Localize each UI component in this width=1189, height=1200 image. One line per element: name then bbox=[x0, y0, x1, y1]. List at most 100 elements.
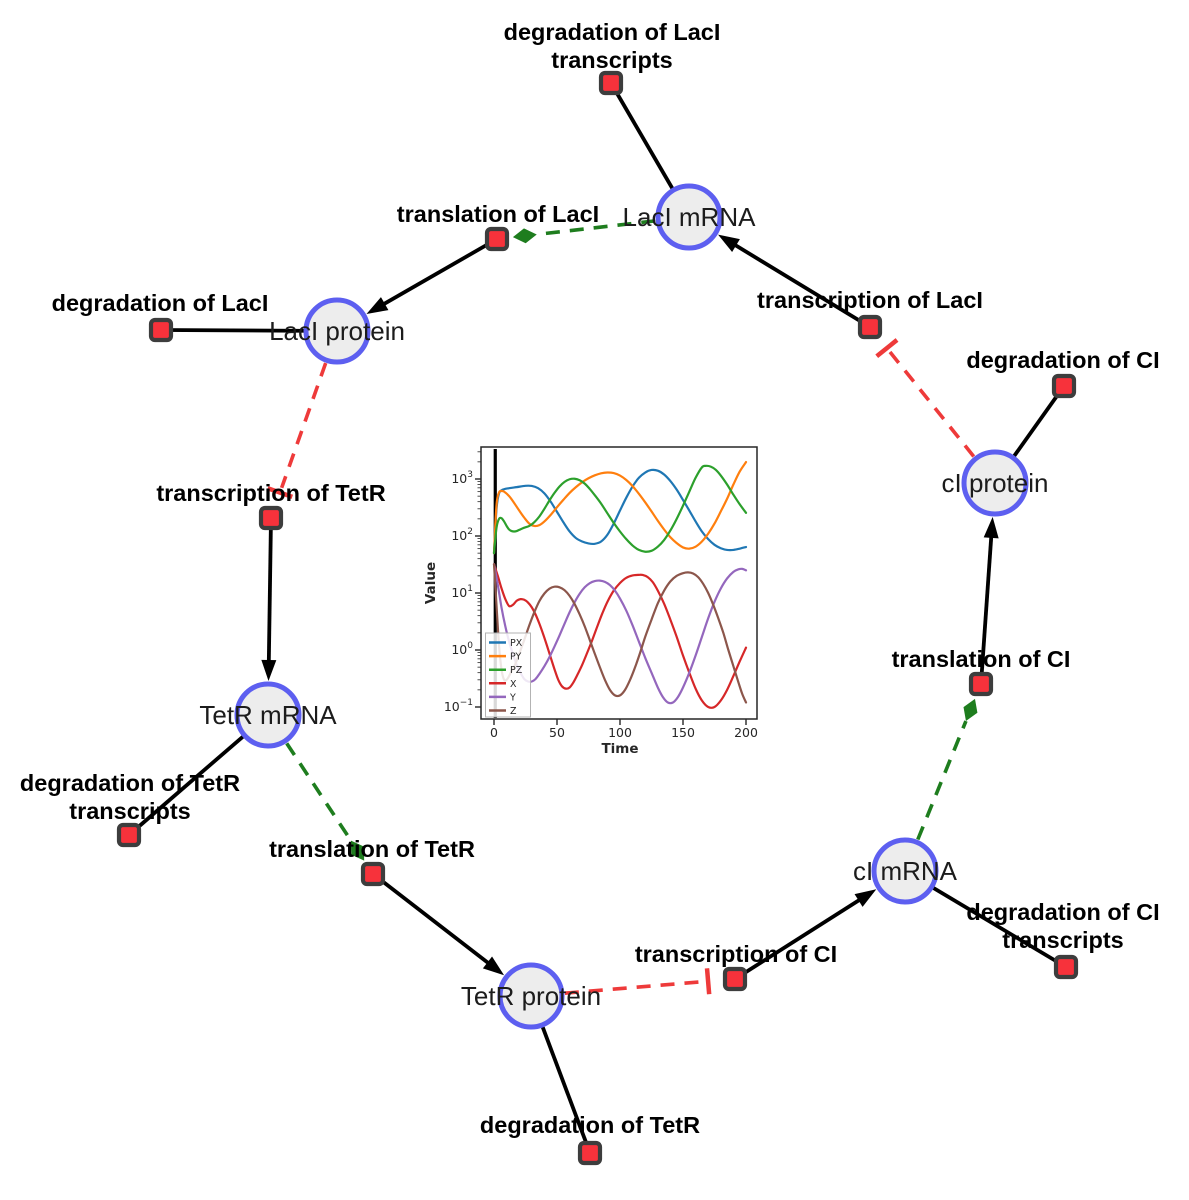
diamond-arrowhead-icon bbox=[350, 840, 365, 861]
x-tick-label: 200 bbox=[734, 725, 758, 740]
reaction-node-transcription-tetr bbox=[258, 505, 284, 531]
species-node-laci-protein bbox=[303, 297, 371, 365]
species-label-laci-protein: LacI protein bbox=[269, 316, 405, 346]
reaction-label-translation-laci: translation of LacI bbox=[397, 201, 599, 227]
series-layer bbox=[492, 449, 748, 718]
chart-legend: PX PY PZ XYZ bbox=[485, 632, 531, 718]
edge-translation-tetr-to-tetr-protein bbox=[371, 872, 505, 976]
reaction-node-deg-ci-transcripts bbox=[1053, 954, 1079, 980]
modifier-edge-line bbox=[536, 219, 656, 237]
y-axis-title: Value bbox=[423, 562, 439, 604]
product-edge-line bbox=[979, 534, 994, 685]
edge-translation-ci-to-ci-protein bbox=[979, 516, 999, 685]
product-edge-line bbox=[732, 242, 871, 329]
y-tick-label: 10−1 bbox=[444, 698, 473, 714]
edge-translation-laci-to-laci-protein bbox=[366, 237, 498, 315]
edge-laci-protein-to-transcription-tetr bbox=[266, 362, 328, 499]
y-tick-label: 100 bbox=[451, 641, 473, 657]
species-node-ci-protein bbox=[961, 449, 1029, 517]
species-node-tetr-protein bbox=[497, 962, 565, 1030]
reaction-label-deg-ci-transcripts-line2: transcripts bbox=[1002, 927, 1123, 953]
modifier-edge-line bbox=[285, 742, 353, 842]
legend-label-X: X bbox=[510, 679, 517, 690]
reaction-node-transcription-ci bbox=[722, 966, 748, 992]
product-edge-line bbox=[266, 517, 273, 664]
legend-box bbox=[485, 632, 531, 718]
reaction-node-deg-tetr bbox=[577, 1140, 603, 1166]
labels-layer: LacI mRNA LacI protein TetR mRNA TetR prote… bbox=[20, 19, 1160, 1138]
arrowhead-icon bbox=[261, 659, 277, 682]
arrowhead-icon bbox=[482, 956, 505, 976]
edge-transcription-tetr-to-tetr-mrna bbox=[261, 517, 277, 682]
species-label-ci-protein: cI protein bbox=[942, 468, 1049, 498]
x-axis-title: Time bbox=[601, 741, 638, 757]
reaction-label-deg-ci-transcripts-line1: degradation of CI bbox=[966, 899, 1159, 925]
species-node-tetr-mrna bbox=[234, 681, 302, 749]
series-Y bbox=[492, 563, 748, 705]
edge-ci-protein-to-transcription-laci bbox=[875, 338, 976, 458]
species-label-ci-mrna: cI mRNA bbox=[853, 856, 958, 886]
x-tick-label: 50 bbox=[549, 725, 565, 740]
species-node-ci-mrna bbox=[871, 837, 939, 905]
legend-label-PX: PX bbox=[510, 638, 523, 649]
tbar-inhibitor-icon bbox=[266, 486, 293, 499]
series-PZ bbox=[492, 464, 748, 555]
reaction-label-deg-laci-transcripts-line1: degradation of LacI bbox=[504, 19, 721, 45]
reaction-label-deg-tetr: degradation of TetR bbox=[480, 1112, 700, 1138]
edge-tetr-mrna-to-translation-tetr bbox=[285, 742, 365, 861]
reaction-label-translation-ci: translation of CI bbox=[892, 646, 1071, 672]
reaction-label-deg-laci-transcripts-line2: transcripts bbox=[551, 47, 672, 73]
reaction-label-deg-tetr-transcripts-line1: degradation of TetR bbox=[20, 770, 240, 796]
reaction-label-transcription-ci: transcription of CI bbox=[635, 941, 837, 967]
reaction-node-deg-laci bbox=[148, 317, 174, 343]
product-edge-line bbox=[381, 237, 498, 307]
reaction-label-deg-tetr-transcripts-line2: transcripts bbox=[69, 798, 190, 824]
edge-transcription-ci-to-ci-mrna bbox=[733, 889, 877, 981]
reaction-node-translation-tetr bbox=[360, 861, 386, 887]
series-PX bbox=[492, 468, 748, 555]
arrowhead-icon bbox=[718, 234, 740, 252]
reaction-node-deg-laci-transcripts bbox=[598, 70, 624, 96]
reaction-label-transcription-tetr: transcription of TetR bbox=[156, 480, 385, 506]
species-node-laci-mrna bbox=[655, 183, 723, 251]
legend-label-PZ: PZ bbox=[510, 665, 523, 676]
reaction-node-deg-ci bbox=[1051, 373, 1077, 399]
legend-label-Z: Z bbox=[510, 706, 517, 717]
diamond-arrowhead-icon bbox=[963, 698, 978, 722]
plot-frame bbox=[480, 446, 758, 720]
y-tick-label: 101 bbox=[451, 584, 473, 600]
y-tick-label: 103 bbox=[451, 470, 473, 486]
series-PY bbox=[492, 460, 748, 555]
modifier-edge-line bbox=[916, 720, 968, 841]
product-edge-line bbox=[733, 897, 863, 981]
species-label-laci-mrna: LacI mRNA bbox=[623, 202, 757, 232]
x-tick-label: 100 bbox=[608, 725, 632, 740]
legend-label-Y: Y bbox=[509, 692, 516, 703]
reaction-label-deg-ci: degradation of CI bbox=[966, 347, 1159, 373]
edge-transcription-laci-to-laci-mrna bbox=[718, 234, 871, 329]
edge-tetr-protein-to-transcription-ci bbox=[564, 968, 712, 995]
x-tick-label: 150 bbox=[671, 725, 695, 740]
edge-laci-mrna-to-translation-laci bbox=[512, 219, 656, 244]
species-label-tetr-mrna: TetR mRNA bbox=[199, 700, 337, 730]
inhibition-edge-line bbox=[888, 350, 976, 458]
edge-ci-mrna-to-translation-ci bbox=[916, 698, 978, 841]
arrowhead-icon bbox=[366, 297, 389, 315]
nodes-layer bbox=[116, 70, 1079, 1166]
arrowhead-icon bbox=[983, 516, 999, 539]
reaction-label-translation-tetr: translation of TetR bbox=[269, 836, 475, 862]
x-tick-label: 0 bbox=[490, 725, 498, 740]
reaction-node-transcription-laci bbox=[857, 314, 883, 340]
species-label-tetr-protein: TetR protein bbox=[461, 981, 601, 1011]
inhibition-edge-line bbox=[279, 362, 328, 489]
reaction-node-translation-laci bbox=[484, 226, 510, 252]
series-X bbox=[492, 563, 748, 709]
product-edge-line bbox=[371, 872, 492, 966]
diamond-arrowhead-icon bbox=[512, 228, 537, 244]
reaction-label-transcription-laci: transcription of LacI bbox=[757, 287, 983, 313]
arrowhead-icon bbox=[854, 889, 877, 907]
legend-label-PY: PY bbox=[510, 652, 522, 663]
tbar-inhibitor-icon bbox=[875, 338, 899, 358]
